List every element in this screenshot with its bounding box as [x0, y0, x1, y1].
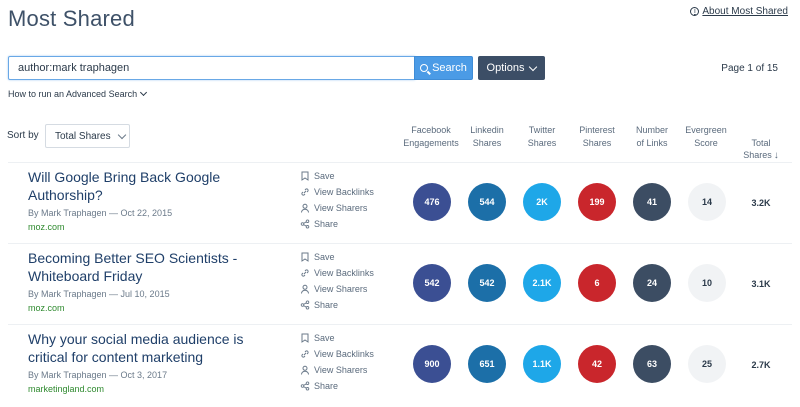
action-label: Share — [314, 300, 339, 310]
about-most-shared-link[interactable]: i About Most Shared — [690, 6, 788, 17]
share-icon — [300, 219, 310, 229]
metric-twitter[interactable]: 2K — [523, 183, 561, 221]
action-share[interactable]: Share — [300, 381, 338, 391]
row-divider — [8, 324, 792, 325]
action-label: Save — [314, 171, 335, 181]
search-icon — [420, 64, 429, 72]
action-label: View Sharers — [314, 203, 368, 213]
share-icon — [300, 300, 310, 310]
action-backlinks[interactable]: View Backlinks — [300, 187, 374, 197]
col-evergreen-score[interactable]: Evergreen Score — [685, 125, 727, 148]
advanced-search-toggle[interactable]: How to run an Advanced Search — [8, 88, 148, 99]
row-divider — [8, 162, 792, 163]
col-total-shares[interactable]: Total Shares ↓ — [738, 124, 784, 163]
col-pinterest-shares[interactable]: Pinterest Shares — [579, 125, 615, 148]
chevron-down-icon — [529, 62, 538, 71]
col-twitter-shares[interactable]: Twitter Shares — [527, 125, 557, 148]
action-label: View Backlinks — [314, 187, 374, 197]
total-shares-value: 2.7K — [751, 360, 771, 370]
chevron-down-icon — [140, 88, 148, 97]
share-icon — [300, 381, 310, 391]
action-sharers[interactable]: View Sharers — [300, 365, 367, 375]
metric-pinterest[interactable]: 199 — [578, 183, 616, 221]
action-share[interactable]: Share — [300, 219, 338, 229]
result-author-date: By Mark Traphagen — Jul 10, 2015 — [28, 289, 170, 299]
result-author-date: By Mark Traphagen — Oct 3, 2017 — [28, 370, 168, 380]
sort-selected-value: Total Shares — [55, 130, 111, 142]
advanced-search-label: How to run an Advanced Search — [8, 89, 138, 99]
action-label: View Sharers — [314, 365, 368, 375]
bookmark-icon — [300, 333, 310, 343]
options-button-label: Options — [486, 62, 525, 74]
sort-label: Sort by — [7, 130, 39, 141]
sort-select[interactable]: Total Shares — [45, 124, 130, 148]
user-icon — [300, 284, 310, 294]
result-author-date: By Mark Traphagen — Oct 22, 2015 — [28, 208, 173, 218]
sort-arrow-down-icon: ↓ — [773, 150, 779, 161]
action-label: Save — [314, 252, 335, 262]
action-sharers[interactable]: View Sharers — [300, 284, 367, 294]
search-input[interactable] — [8, 56, 415, 80]
action-label: View Backlinks — [314, 268, 374, 278]
action-label: View Backlinks — [314, 349, 374, 359]
link-icon — [300, 268, 310, 278]
info-icon: i — [690, 7, 700, 16]
result-title-link[interactable]: Becoming Better SEO Scientists - Whitebo… — [28, 250, 238, 284]
page-indicator: Page 1 of 15 — [721, 63, 778, 74]
search-button-label: Search — [432, 62, 467, 74]
metric-facebook[interactable]: 476 — [413, 183, 451, 221]
col-total-shares-label: Total Shares — [743, 137, 772, 161]
metric-pinterest[interactable]: 6 — [578, 264, 616, 302]
action-label: View Sharers — [314, 284, 368, 294]
metric-facebook[interactable]: 542 — [413, 264, 451, 302]
user-icon — [300, 365, 310, 375]
col-facebook-engagements[interactable]: Facebook Engagements — [403, 125, 459, 148]
link-icon — [300, 187, 310, 197]
action-save[interactable]: Save — [300, 171, 335, 181]
metric-evergreen: 14 — [688, 183, 726, 221]
metric-evergreen: 25 — [688, 345, 726, 383]
about-link-label: About Most Shared — [702, 6, 788, 17]
search-button[interactable]: Search — [414, 56, 473, 80]
action-backlinks[interactable]: View Backlinks — [300, 349, 374, 359]
action-save[interactable]: Save — [300, 333, 335, 343]
link-icon — [300, 349, 310, 359]
metric-links[interactable]: 24 — [633, 264, 671, 302]
metric-twitter[interactable]: 2.1K — [523, 264, 561, 302]
action-label: Share — [314, 381, 339, 391]
result-title-link[interactable]: Why your social media audience is critic… — [28, 331, 244, 365]
metric-pinterest[interactable]: 42 — [578, 345, 616, 383]
metric-links[interactable]: 41 — [633, 183, 671, 221]
metric-twitter[interactable]: 1.1K — [523, 345, 561, 383]
action-backlinks[interactable]: View Backlinks — [300, 268, 374, 278]
action-sharers[interactable]: View Sharers — [300, 203, 367, 213]
action-share[interactable]: Share — [300, 300, 338, 310]
action-save[interactable]: Save — [300, 252, 335, 262]
total-shares-value: 3.2K — [751, 198, 771, 208]
row-divider — [8, 243, 792, 244]
metric-evergreen: 10 — [688, 264, 726, 302]
metric-links[interactable]: 63 — [633, 345, 671, 383]
result-domain: marketingland.com — [28, 384, 105, 394]
col-linkedin-shares[interactable]: Linkedin Shares — [470, 125, 504, 148]
action-label: Save — [314, 333, 335, 343]
result-title-link[interactable]: Will Google Bring Back Google Authorship… — [28, 169, 221, 203]
result-domain: moz.com — [28, 303, 65, 313]
metric-linkedin[interactable]: 651 — [468, 345, 506, 383]
bookmark-icon — [300, 252, 310, 262]
metric-facebook[interactable]: 900 — [413, 345, 451, 383]
action-label: Share — [314, 219, 339, 229]
result-domain: moz.com — [28, 222, 65, 232]
total-shares-value: 3.1K — [751, 279, 771, 289]
metric-linkedin[interactable]: 542 — [468, 264, 506, 302]
options-button[interactable]: Options — [478, 56, 545, 80]
bookmark-icon — [300, 171, 310, 181]
user-icon — [300, 203, 310, 213]
chevron-down-icon — [117, 130, 126, 139]
page-title: Most Shared — [8, 6, 135, 31]
metric-linkedin[interactable]: 544 — [468, 183, 506, 221]
col-number-of-links[interactable]: Number of Links — [635, 125, 668, 148]
